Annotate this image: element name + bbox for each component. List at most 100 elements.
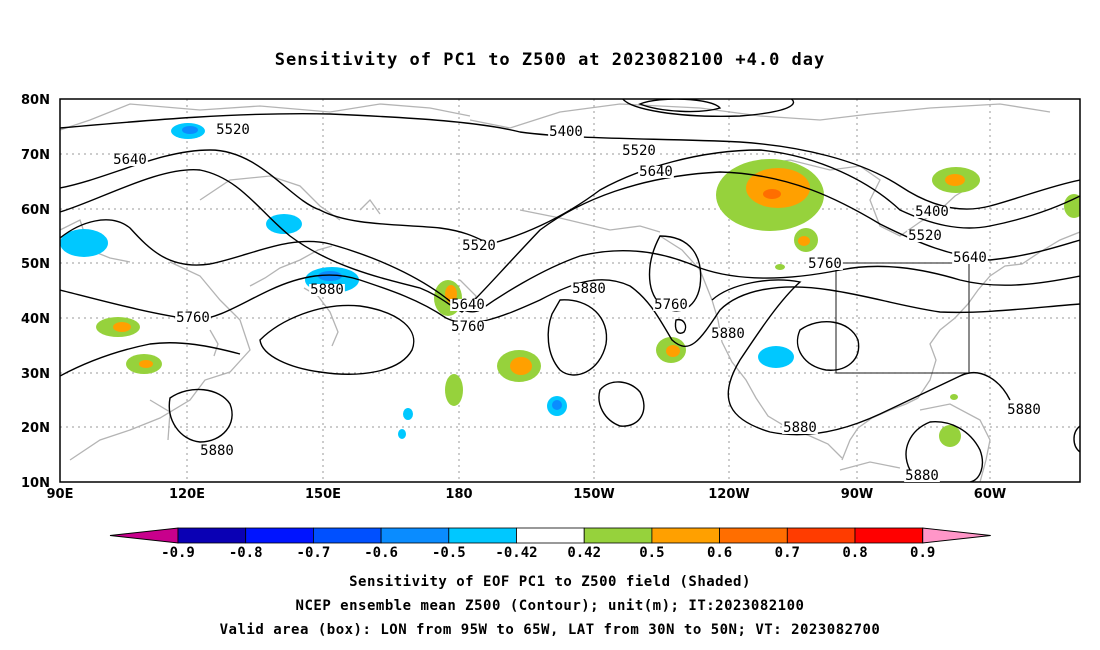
contour-label: 5640: [451, 297, 485, 313]
sensitivity-blob: [113, 322, 131, 332]
contour-label-halo: [199, 445, 235, 457]
plot-frame: [59, 98, 1081, 483]
sensitivity-blob: [139, 360, 153, 368]
contour-label: 5760: [176, 310, 210, 326]
lat-label: 10N: [21, 476, 50, 491]
colorbar-segment: [380, 527, 450, 544]
contour-label: 5520: [462, 238, 496, 254]
contour-label-halo: [215, 124, 251, 136]
contour-label-halo: [309, 284, 345, 296]
colorbar-tick-label: 0.7: [775, 545, 800, 561]
contour-label-halo: [710, 328, 746, 340]
contour-label: 5760: [808, 256, 842, 272]
colorbar-segment: [312, 527, 382, 544]
contour-label: 5880: [905, 468, 939, 484]
colorbar-tick-label: -0.42: [495, 545, 537, 561]
sensitivity-blob: [445, 374, 463, 406]
colorbar-tick-label: -0.5: [432, 545, 466, 561]
contour-label: 5640: [639, 164, 673, 180]
sensitivity-blob: [266, 214, 302, 234]
colorbar-labels: -0.9 -0.8 -0.7 -0.6 -0.5 -0.42 0.42 0.5 0.6 0.7 0.…: [161, 545, 935, 561]
contour-label-halo: [112, 154, 148, 166]
sensitivity-blob: [552, 400, 562, 410]
lon-label: 180: [445, 487, 472, 502]
colorbar-tick-label: 0.9: [910, 545, 935, 561]
contour-label-halo: [1006, 404, 1042, 416]
colorbar-tick-label: 0.6: [707, 545, 732, 561]
colorbar-segment: [719, 527, 788, 544]
lon-label: 90E: [47, 487, 74, 502]
contour-label-halo: [807, 258, 843, 270]
plot-area: [60, 99, 1080, 482]
colorbar-segment: [583, 527, 653, 544]
colorbar-high-end: [922, 527, 991, 544]
caption-contour: NCEP ensemble mean Z500 (Contour); unit(…: [295, 598, 805, 614]
lon-label: 150E: [305, 487, 341, 502]
sensitivity-blob: [60, 229, 108, 257]
colorbar-segment: [854, 527, 924, 544]
contour-label-halo: [952, 252, 988, 264]
colorbar: [109, 527, 991, 544]
sensitivity-blob: [950, 394, 958, 400]
sensitivity-shading: [60, 123, 1080, 447]
sensitivity-blob: [1064, 194, 1080, 218]
sensitivity-blob: [182, 126, 198, 134]
contour-label: 5520: [908, 228, 942, 244]
lon-label: 150W: [573, 487, 614, 502]
colorbar-segment: [651, 527, 721, 544]
contour-label-halo: [638, 166, 674, 178]
colorbar-tick-label: -0.9: [161, 545, 195, 561]
contour-label: 5520: [216, 122, 250, 138]
gridlines: [60, 99, 1080, 482]
sensitivity-blob: [775, 264, 785, 270]
lat-label: 30N: [21, 367, 50, 382]
contour-label: 5760: [451, 319, 485, 335]
contour-label-halo: [653, 299, 689, 311]
contour-label: 5880: [200, 443, 234, 459]
sensitivity-blob: [398, 429, 406, 439]
sensitivity-blob: [666, 345, 680, 357]
valid-area-box: [835, 262, 970, 374]
caption-shading: Sensitivity of EOF PC1 to Z500 field (Sh…: [349, 574, 751, 590]
lat-label: 70N: [21, 148, 50, 163]
contour-label: 5640: [113, 152, 147, 168]
contour-label-halo: [450, 321, 486, 333]
z500-contours: [60, 99, 1080, 482]
sensitivity-blob: [763, 189, 781, 199]
lat-label: 40N: [21, 312, 50, 327]
lat-label: 60N: [21, 203, 50, 218]
sensitivity-blob: [746, 168, 810, 208]
sensitivity-blob: [945, 174, 965, 186]
lon-label: 60W: [974, 487, 1006, 502]
colorbar-tick-label: 0.8: [842, 545, 867, 561]
contour-label: 5520: [622, 143, 656, 159]
contour-label: 5880: [783, 420, 817, 436]
lon-label: 90W: [841, 487, 873, 502]
contour-label-halo: [621, 145, 657, 157]
sensitivity-blob: [445, 285, 457, 303]
contour-label-halo: [782, 422, 818, 434]
latitude-labels: 80N 70N 60N 50N 40N 30N 20N 10N: [21, 93, 50, 491]
sensitivity-blob: [758, 346, 794, 368]
sensitivity-blob: [318, 271, 342, 281]
contour-label-halo: [461, 240, 497, 252]
contour-label-halo: [914, 206, 950, 218]
colorbar-segment: [177, 527, 247, 544]
lat-label: 80N: [21, 93, 50, 108]
lon-label: 120E: [169, 487, 205, 502]
contour-label: 5400: [549, 124, 583, 140]
sensitivity-blob: [798, 236, 810, 246]
lat-label: 50N: [21, 257, 50, 272]
colorbar-tick-label: 0.5: [639, 545, 664, 561]
colorbar-segment: [786, 527, 856, 544]
colorbar-low-end: [109, 527, 179, 544]
longitude-labels: 90E 120E 150E 180 150W 120W 90W 60W: [47, 487, 1007, 502]
contour-label: 5880: [711, 326, 745, 342]
contour-labels: 5520 5400 5520 5640 5640 5400 5520 5640 …: [112, 122, 1042, 484]
contour-label-halo: [450, 299, 486, 311]
caption-valid-area: Valid area (box): LON from 95W to 65W, L…: [219, 622, 881, 638]
colorbar-segment: [516, 527, 585, 544]
sensitivity-blob: [510, 357, 532, 375]
contour-label-halo: [175, 312, 211, 324]
